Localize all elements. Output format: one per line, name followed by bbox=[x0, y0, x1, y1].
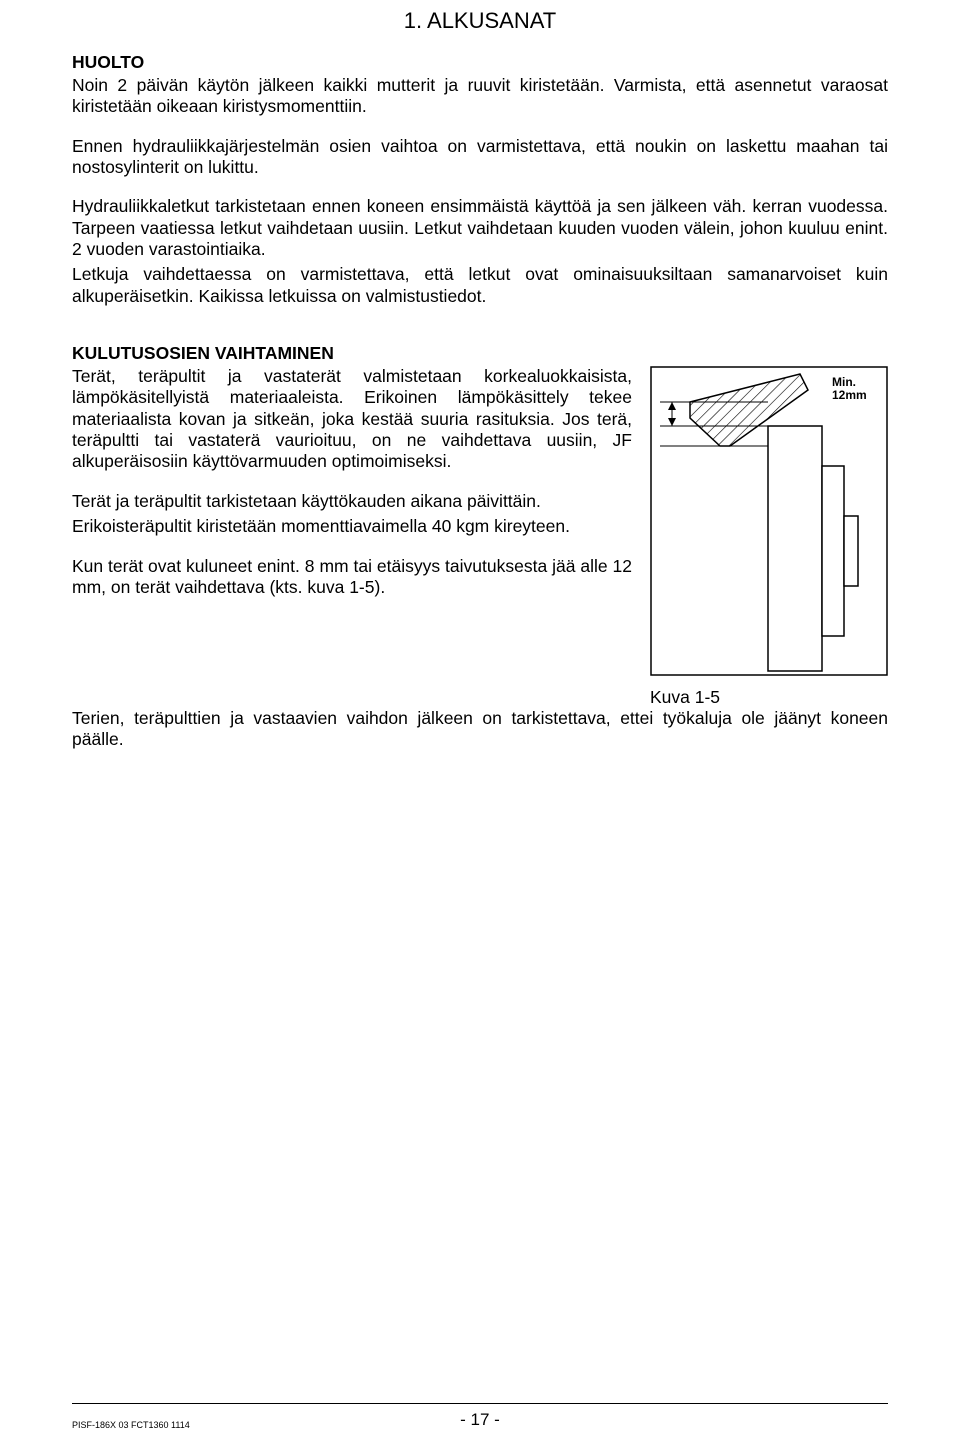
fig-label-min: Min. bbox=[832, 375, 856, 389]
huolto-p4: Letkuja vaihdettaessa on varmistettava, … bbox=[72, 264, 888, 307]
page-footer: PISF-186X 03 FCT1360 1114 - 17 - bbox=[72, 1410, 888, 1430]
kulutus-p5: Terien, teräpulttien ja vastaavien vaihd… bbox=[72, 708, 888, 751]
kulutus-p1: Terät, teräpultit ja vastaterät valmiste… bbox=[72, 366, 632, 473]
footer-rule bbox=[72, 1403, 888, 1404]
huolto-p3: Hydrauliikkaletkut tarkistetaan ennen ko… bbox=[72, 196, 888, 260]
figure-column: Min. 12mm Kuva 1-5 bbox=[650, 366, 888, 708]
kulutus-p4: Kun terät ovat kuluneet enint. 8 mm tai … bbox=[72, 556, 632, 599]
kulutus-p2: Terät ja teräpultit tarkistetaan käyttök… bbox=[72, 491, 632, 512]
figure-caption: Kuva 1-5 bbox=[650, 687, 888, 708]
kulutus-p3: Erikoisteräpultit kiristetään momenttiav… bbox=[72, 516, 632, 537]
fig-label-12mm: 12mm bbox=[832, 388, 867, 402]
huolto-p1: Noin 2 päivän käytön jälkeen kaikki mutt… bbox=[72, 75, 888, 118]
huolto-p2: Ennen hydrauliikkajärjestelmän osien vai… bbox=[72, 136, 888, 179]
huolto-heading: HUOLTO bbox=[72, 52, 888, 73]
footer-page-number: - 17 - bbox=[72, 1410, 888, 1430]
kulutus-heading: KULUTUSOSIEN VAIHTAMINEN bbox=[72, 343, 888, 364]
page: 1. ALKUSANAT HUOLTO Noin 2 päivän käytön… bbox=[0, 0, 960, 1456]
two-column-region: Terät, teräpultit ja vastaterät valmiste… bbox=[72, 366, 888, 708]
kulutus-text-column: Terät, teräpultit ja vastaterät valmiste… bbox=[72, 366, 632, 708]
blade-diagram: Min. 12mm bbox=[650, 366, 888, 676]
chapter-title: 1. ALKUSANAT bbox=[72, 8, 888, 34]
